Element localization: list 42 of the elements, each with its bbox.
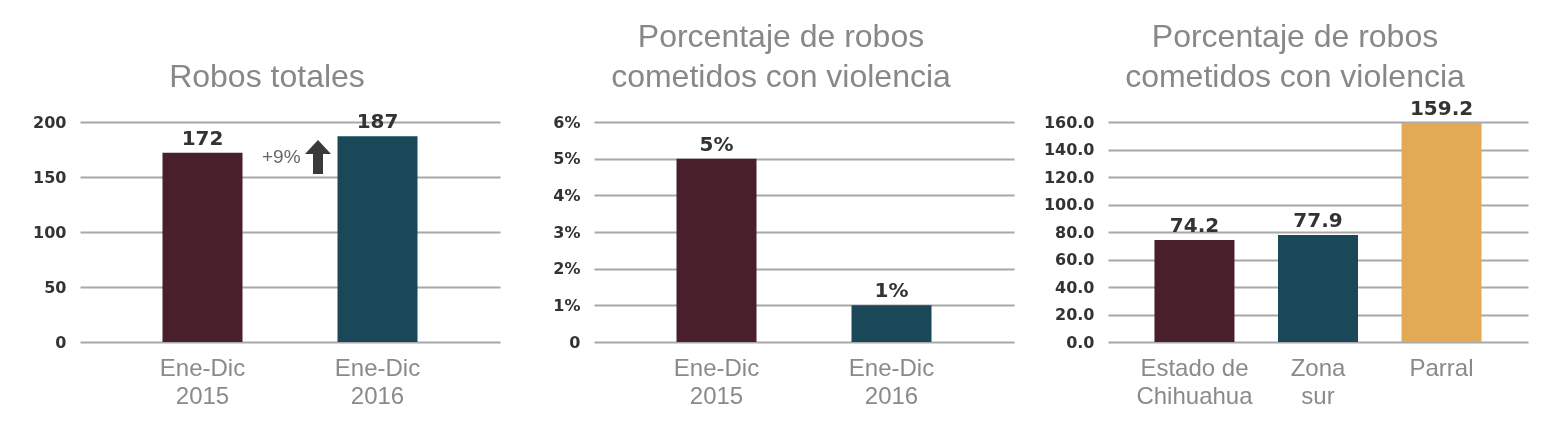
bar: [1154, 239, 1235, 342]
y-tick-label: 120.0: [1043, 167, 1095, 187]
y-tick-label: 20.0: [1055, 305, 1095, 324]
y-tick-label: 4%: [553, 185, 581, 205]
y-tick-label: 160.0: [1043, 112, 1095, 132]
x-tick-label: Estado de Chihuahua: [1136, 353, 1254, 409]
y-tick-label: 100: [33, 222, 67, 242]
y-tick-label: 0: [55, 332, 67, 352]
y-tick-label: 3%: [553, 222, 581, 242]
data-label: 74.2: [1169, 212, 1220, 237]
y-tick-label: 1%: [553, 295, 581, 315]
x-tick-label: Ene-Dic 2016: [848, 353, 935, 409]
data-label: 172: [181, 125, 224, 150]
chart-title: Porcentaje de robos cometidos con violencia: [1125, 18, 1465, 94]
chart-title: Robos totales: [168, 57, 366, 96]
y-tick-label: 0: [569, 332, 581, 352]
y-tick-label: 0.0: [1066, 332, 1095, 352]
y-tick-label: 100.0: [1043, 195, 1095, 214]
y-tick-label: 6%: [553, 112, 581, 132]
data-label: 77.9: [1293, 207, 1343, 232]
y-tick-label: 150: [33, 167, 67, 187]
bar: [1401, 123, 1482, 342]
y-tick-label: 80.0: [1055, 222, 1095, 242]
x-tick-label: Zona sur: [1290, 353, 1346, 409]
data-label: 1%: [874, 278, 909, 303]
y-tick-label: 5%: [553, 149, 581, 169]
x-tick-label: Ene-Dic 2016: [334, 353, 421, 409]
data-label: 5%: [699, 131, 734, 156]
bar: [1278, 234, 1358, 342]
y-tick-label: 2%: [553, 259, 581, 279]
y-tick-label: 40.0: [1055, 277, 1095, 297]
data-label: 159.2: [1409, 96, 1474, 121]
x-tick-label: Ene-Dic 2015: [159, 353, 246, 409]
x-tick-label: Parral: [1409, 353, 1474, 381]
y-tick-label: 60.0: [1055, 250, 1095, 269]
y-tick-label: 200: [33, 112, 67, 132]
y-tick-label: 50: [44, 277, 67, 297]
x-tick-label: Ene-Dic 2015: [673, 353, 760, 409]
annotation: +9%: [262, 146, 301, 168]
y-tick-label: 140.0: [1043, 140, 1095, 159]
data-label: 187: [356, 109, 399, 134]
chart-title: Porcentaje de robos cometidos con violencia: [610, 17, 952, 96]
